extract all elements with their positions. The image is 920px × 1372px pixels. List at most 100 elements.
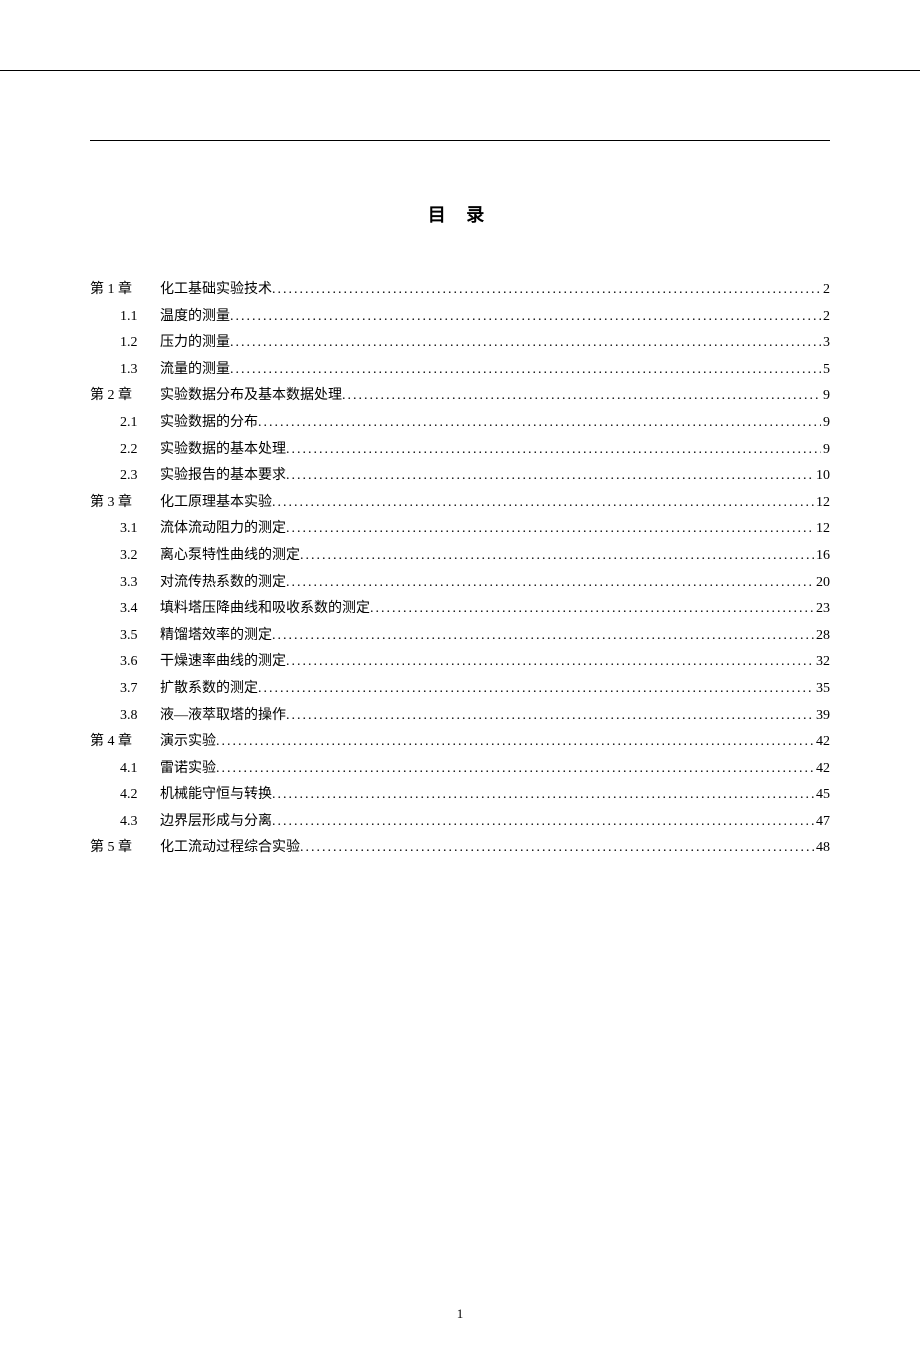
toc-entry-text: 干燥速率曲线的测定 — [160, 649, 286, 676]
toc-dots — [216, 756, 814, 783]
toc-entry-page: 12 — [814, 490, 830, 517]
toc-dots — [272, 277, 821, 304]
toc-entry-number: 4.1 — [90, 756, 160, 783]
toc-entry-number: 3.3 — [90, 570, 160, 597]
toc-entry-number: 第 4 章 — [90, 729, 160, 756]
toc-entry-page: 16 — [814, 543, 830, 570]
toc-entry-page: 39 — [814, 703, 830, 730]
toc-entry-text: 扩散系数的测定 — [160, 676, 258, 703]
toc-entry: 3.2离心泵特性曲线的测定 16 — [90, 543, 830, 570]
toc-dots — [286, 703, 814, 730]
toc-entry-text: 离心泵特性曲线的测定 — [160, 543, 300, 570]
toc-entry-number: 3.4 — [90, 596, 160, 623]
toc-entry-page: 42 — [814, 756, 830, 783]
toc-dots — [300, 543, 814, 570]
toc-entry-number: 4.3 — [90, 809, 160, 836]
toc-entry: 第 4 章演示实验 42 — [90, 729, 830, 756]
toc-entry-number: 3.1 — [90, 516, 160, 543]
toc-entry: 1.1温度的测量 2 — [90, 304, 830, 331]
top-border — [90, 140, 830, 141]
toc-entry-page: 32 — [814, 649, 830, 676]
toc-entry-number: 4.2 — [90, 782, 160, 809]
toc-entry-page: 9 — [821, 410, 830, 437]
toc-entry-number: 3.6 — [90, 649, 160, 676]
toc-dots — [230, 330, 821, 357]
toc-entry-page: 23 — [814, 596, 830, 623]
toc-dots — [216, 729, 814, 756]
toc-entry: 1.2压力的测量3 — [90, 330, 830, 357]
toc-entry-text: 温度的测量 — [160, 304, 230, 331]
toc-entry-number: 第 5 章 — [90, 835, 160, 862]
toc-entry-text: 机械能守恒与转换 — [160, 782, 272, 809]
toc-entry-text: 精馏塔效率的测定 — [160, 623, 272, 650]
toc-entry-number: 1.1 — [90, 304, 160, 331]
toc-entry-page: 9 — [821, 437, 830, 464]
toc-dots — [286, 463, 814, 490]
toc-entry-page: 10 — [814, 463, 830, 490]
toc-entry: 3.3对流传热系数的测定 20 — [90, 570, 830, 597]
toc-entry-number: 2.1 — [90, 410, 160, 437]
toc-entry-text: 压力的测量 — [160, 330, 230, 357]
toc-entry: 3.1流体流动阻力的测定 12 — [90, 516, 830, 543]
toc-list: 第 1 章化工基础实验技术21.1温度的测量21.2压力的测量31.3流量的测量… — [90, 277, 830, 862]
toc-entry-page: 2 — [821, 277, 830, 304]
toc-dots — [230, 357, 821, 384]
toc-entry: 3.8液—液萃取塔的操作39 — [90, 703, 830, 730]
toc-entry-number: 第 3 章 — [90, 490, 160, 517]
toc-entry-text: 雷诺实验 — [160, 756, 216, 783]
page-content: 目 录 第 1 章化工基础实验技术21.1温度的测量21.2压力的测量31.3流… — [0, 70, 920, 912]
toc-entry-page: 42 — [814, 729, 830, 756]
toc-dots — [286, 570, 814, 597]
toc-entry-text: 实验数据分布及基本数据处理 — [160, 383, 342, 410]
toc-dots — [272, 623, 814, 650]
toc-entry-number: 3.2 — [90, 543, 160, 570]
toc-entry-page: 48 — [814, 835, 830, 862]
toc-dots — [286, 437, 821, 464]
toc-title: 目 录 — [90, 201, 830, 227]
toc-entry-text: 对流传热系数的测定 — [160, 570, 286, 597]
toc-entry: 4.2机械能守恒与转换 45 — [90, 782, 830, 809]
toc-entry: 3.4填料塔压降曲线和吸收系数的测定 23 — [90, 596, 830, 623]
toc-entry-number: 第 2 章 — [90, 383, 160, 410]
toc-entry-text: 边界层形成与分离 — [160, 809, 272, 836]
toc-entry: 3.5精馏塔效率的测定 28 — [90, 623, 830, 650]
toc-entry-number: 2.3 — [90, 463, 160, 490]
toc-entry: 1.3流量的测量 5 — [90, 357, 830, 384]
toc-entry-text: 化工基础实验技术 — [160, 277, 272, 304]
toc-entry-number: 第 1 章 — [90, 277, 160, 304]
toc-entry-text: 填料塔压降曲线和吸收系数的测定 — [160, 596, 370, 623]
toc-entry: 2.1实验数据的分布 9 — [90, 410, 830, 437]
toc-entry-text: 流体流动阻力的测定 — [160, 516, 286, 543]
toc-entry-text: 实验数据的基本处理 — [160, 437, 286, 464]
toc-entry: 2.3实验报告的基本要求 10 — [90, 463, 830, 490]
toc-entry-number: 1.3 — [90, 357, 160, 384]
toc-entry-text: 化工原理基本实验 — [160, 490, 272, 517]
toc-entry-text: 实验报告的基本要求 — [160, 463, 286, 490]
toc-entry-number: 3.5 — [90, 623, 160, 650]
toc-entry: 第 5 章化工流动过程综合实验 48 — [90, 835, 830, 862]
toc-dots — [272, 490, 814, 517]
toc-entry-page: 28 — [814, 623, 830, 650]
toc-entry-text: 化工流动过程综合实验 — [160, 835, 300, 862]
toc-entry-text: 实验数据的分布 — [160, 410, 258, 437]
toc-dots — [272, 809, 814, 836]
toc-entry-page: 47 — [814, 809, 830, 836]
toc-entry: 第 1 章化工基础实验技术 2 — [90, 277, 830, 304]
page-number: 1 — [0, 1306, 920, 1322]
toc-dots — [286, 649, 814, 676]
toc-entry-text: 演示实验 — [160, 729, 216, 756]
toc-entry-page: 20 — [814, 570, 830, 597]
toc-entry-page: 2 — [821, 304, 830, 331]
toc-dots — [342, 383, 821, 410]
toc-entry: 第 2 章实验数据分布及基本数据处理 9 — [90, 383, 830, 410]
toc-dots — [300, 835, 814, 862]
toc-entry-page: 45 — [814, 782, 830, 809]
toc-entry-page: 9 — [821, 383, 830, 410]
toc-entry: 3.7扩散系数的测定35 — [90, 676, 830, 703]
toc-entry: 4.1雷诺实验 42 — [90, 756, 830, 783]
toc-entry-number: 3.7 — [90, 676, 160, 703]
toc-entry-text: 流量的测量 — [160, 357, 230, 384]
toc-entry-text: 液—液萃取塔的操作 — [160, 703, 286, 730]
toc-entry-page: 12 — [814, 516, 830, 543]
toc-entry-page: 5 — [821, 357, 830, 384]
